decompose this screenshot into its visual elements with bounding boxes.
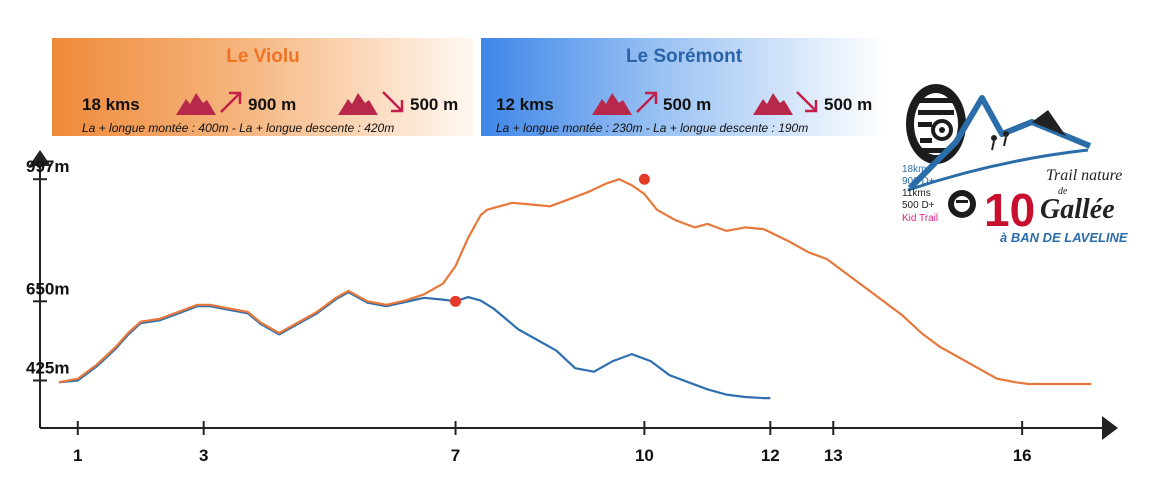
arrow-down-right-icon — [382, 91, 404, 113]
y-tick-label: 997m — [26, 157, 69, 176]
series-line — [58, 178, 1092, 386]
logo-info-1: 18kms — [902, 164, 931, 175]
arrow-up-right-icon — [636, 91, 658, 113]
soremont-info-panel: Le Sorémont 12 kms 500 m 500 m La + long… — [481, 38, 887, 136]
route-marker-point — [450, 295, 462, 307]
chart-axes — [29, 150, 1118, 440]
violu-note: La + longue montée : 400m - La + longue … — [82, 121, 395, 135]
series-line — [58, 291, 771, 400]
logo-info-4: 500 D+ — [902, 200, 935, 211]
trail-event-logo: 18kms 900 D+ 11kms 500 D+ Kid Trail 10 T… — [902, 84, 1128, 245]
logo-line-2: de — [1058, 186, 1068, 197]
y-tick-label: 425m — [26, 358, 69, 377]
logo-info-5: Kid Trail — [902, 213, 938, 224]
route-marker-point — [638, 173, 650, 185]
mountain-range-icon — [907, 95, 1092, 192]
mountain-icon — [338, 93, 378, 115]
violu-distance: 18 kms — [82, 95, 140, 114]
violu-info-panel: Le Violu 18 kms 900 m 500 m La + longue … — [52, 38, 474, 136]
logo-info-3: 11kms — [902, 188, 931, 199]
soremont-title: Le Sorémont — [625, 46, 743, 67]
y-tick-label: 650m — [26, 279, 69, 298]
soremont-note: La + longue montée : 230m - La + longue … — [496, 121, 809, 135]
x-tick-label: 13 — [824, 446, 843, 465]
arrow-down-right-icon — [796, 91, 818, 113]
x-tick-label: 1 — [73, 446, 82, 465]
y-ticks: 425m 650m 997m — [26, 157, 69, 382]
x-tick-label: 3 — [199, 446, 208, 465]
logo-number: 10 — [984, 184, 1035, 236]
soremont-distance: 12 kms — [496, 95, 554, 114]
arrow-up-right-icon — [220, 91, 242, 113]
logo-info-2: 900 D+ — [902, 176, 935, 187]
logo-line-3: Gallée — [1040, 194, 1115, 225]
logo-line-1: Trail nature — [1046, 167, 1122, 184]
soremont-descent: 500 m — [824, 95, 873, 114]
mountain-icon — [176, 93, 216, 115]
x-ticks: 1 3 7 10 12 13 16 — [73, 421, 1032, 465]
logo-place: à BAN DE LAVELINE — [1000, 230, 1128, 245]
x-tick-label: 10 — [635, 446, 654, 465]
x-tick-label: 16 — [1013, 446, 1032, 465]
violu-title: Le Violu — [226, 46, 300, 67]
violu-ascent: 900 m — [248, 95, 297, 114]
x-tick-label: 7 — [451, 446, 460, 465]
route-markers — [450, 173, 650, 307]
x-tick-label: 12 — [761, 446, 780, 465]
series-lines — [58, 178, 1092, 400]
violu-descent: 500 m — [410, 95, 459, 114]
mountain-icon — [592, 93, 632, 115]
mountain-icon — [753, 93, 793, 115]
soremont-ascent: 500 m — [663, 95, 712, 114]
y-axis-arrowhead — [29, 150, 51, 166]
x-axis-arrowhead — [1102, 416, 1118, 440]
runners-icon — [991, 131, 1009, 151]
